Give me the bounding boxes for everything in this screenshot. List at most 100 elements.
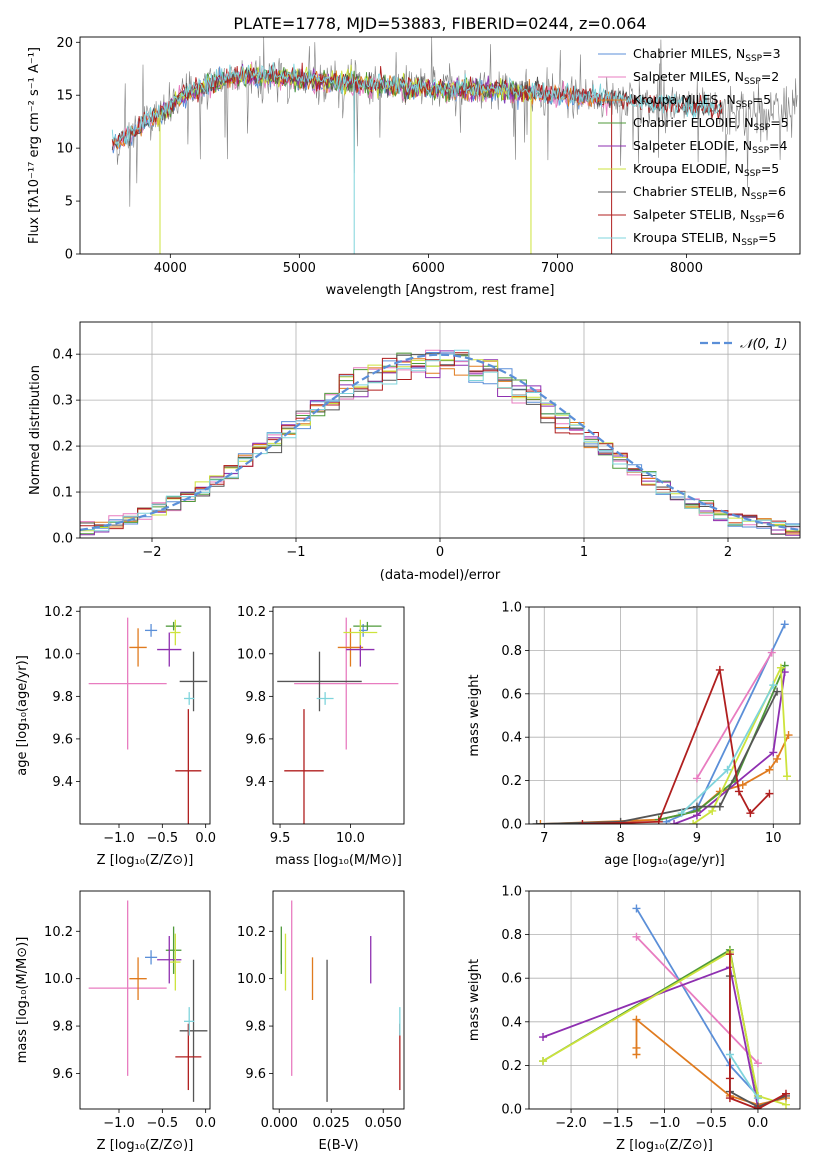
weight-line: [681, 684, 775, 814]
panel-mass_vs_ebv: 0.000 0.025 0.050 9.6 9.8 10.0 10.2 E(B-V): [237, 890, 405, 1153]
weight-marker: [632, 1043, 641, 1052]
y-tick-label: 9.6: [245, 1067, 266, 1082]
legend-label: Salpeter STELIB, NSSP=6: [633, 207, 785, 225]
y-tick-label: 10.2: [44, 925, 73, 940]
weight-marker: [776, 663, 785, 672]
y-tick-label: 0.0: [501, 1103, 522, 1118]
y-tick-label: 0.4: [501, 1015, 522, 1030]
legend-label: Chabrier STELIB, NSSP=6: [633, 184, 786, 202]
weight-line: [696, 652, 773, 779]
y-tick-label: 10.0: [44, 647, 73, 662]
weight-marker: [725, 1094, 734, 1103]
weight-marker: [784, 731, 793, 740]
plot-area: [80, 322, 800, 538]
x-tick-label: 9.5: [270, 831, 291, 846]
x-tick-label: 0.025: [313, 1116, 350, 1131]
data-layer: [277, 617, 399, 824]
x-tick-label: −1: [286, 545, 305, 560]
x-tick-label: 0.0: [195, 831, 216, 846]
x-tick-label: 9: [693, 831, 701, 846]
panel-residuals: −2 −1 0 1 2 0.0 0.1 0.2 0.3 0.4 𝒩(0, 1) (data-model…: [28, 321, 801, 583]
weight-marker: [670, 820, 679, 824]
panel-mass_vs_Z: −1.0 −0.5 0.0 9.6 9.8 10.0 10.2 Z [log₁₀(Z/Z⊙)]…: [15, 890, 216, 1153]
plot-area: [280, 900, 401, 1102]
data-layer: [80, 349, 800, 538]
weight-line: [673, 671, 786, 824]
legend-label: 𝒩(0, 1): [740, 337, 787, 352]
x-tick-label: −1.5: [602, 1116, 634, 1131]
x-tick-label: 0: [436, 545, 444, 560]
plot-area: [88, 900, 208, 1102]
data-layer: [532, 620, 793, 824]
weight-marker: [715, 665, 724, 674]
weight-marker: [632, 1015, 641, 1024]
axes-frame: [272, 890, 405, 1110]
x-tick-label: 0.0: [195, 1116, 216, 1131]
weight-marker: [689, 820, 698, 824]
y-tick-label: 0.2: [501, 1059, 522, 1074]
weight-line: [582, 666, 771, 824]
y-tick-label: 9.4: [245, 775, 266, 790]
y-tick-label: 10.0: [237, 972, 266, 987]
panel-mass_weight_vs_Z: −2.0 −1.5 −1.0 −0.5 0.0 0.0 0.2 0.4 0.6 0.8 1.0 Z […: [467, 885, 801, 1153]
plot-area: [529, 891, 800, 1109]
weight-marker: [578, 820, 587, 824]
panel-age_vs_Z: −1.0 −0.5 0.0 9.4 9.6 9.8 10.0 10.2 Z [log₁₀(Z/Z…: [15, 605, 216, 868]
y-tick-label: 0: [65, 248, 73, 263]
x-tick-label: −2.0: [555, 1116, 587, 1131]
y-tick-label: 9.6: [52, 1067, 73, 1082]
y-tick-label: 0.1: [52, 486, 73, 501]
legend: Chabrier MILES, NSSP=3 Salpeter MILES, NS…: [598, 46, 789, 248]
weight-marker: [616, 817, 625, 824]
legend-label: Salpeter MILES, NSSP=2: [633, 69, 779, 87]
weight-marker: [692, 802, 701, 811]
y-tick-label: 10.2: [237, 925, 266, 940]
weight-marker: [773, 687, 782, 696]
y-tick-label: 0.3: [52, 394, 73, 409]
y-tick-label: 1.0: [501, 601, 522, 616]
y-tick-label: 9.8: [52, 1020, 73, 1035]
weight-marker: [654, 817, 663, 824]
legend-label: Chabrier MILES, NSSP=3: [633, 46, 781, 64]
weight-marker: [632, 904, 641, 913]
weight-marker: [765, 765, 774, 774]
weight-marker: [662, 817, 671, 824]
legend-label: Kroupa MILES, NSSP=5: [633, 92, 771, 110]
y-tick-label: 20: [56, 36, 73, 51]
weight-marker: [769, 681, 778, 690]
axes-frame: [79, 606, 211, 825]
axes-frame: [79, 36, 801, 255]
y-tick-label: 10.0: [237, 647, 266, 662]
x-tick-label: 4000: [154, 261, 187, 276]
weight-marker: [753, 1059, 762, 1068]
weight-marker: [783, 772, 792, 781]
x-tick-label: 10: [765, 831, 782, 846]
model-spectrum-line: [111, 61, 610, 151]
x-tick-label: 1: [580, 545, 588, 560]
legend-label: Kroupa STELIB, NSSP=5: [633, 230, 777, 248]
x-tick-label: 7000: [541, 261, 574, 276]
weight-line: [540, 734, 790, 824]
weight-marker: [780, 668, 789, 677]
x-tick-label: −2: [142, 545, 161, 560]
x-tick-label: −0.5: [147, 831, 179, 846]
x-tick-label: −0.5: [695, 1116, 727, 1131]
panel-age_vs_mass: 9.5 10.0 9.4 9.6 9.8 10.0 10.2 mass [log₁₀(M/M⊙…: [237, 605, 405, 868]
x-tick-label: 8000: [670, 261, 703, 276]
axes-frame: [528, 606, 801, 825]
weight-marker: [539, 1033, 548, 1042]
weight-marker: [725, 1074, 734, 1083]
weight-marker: [692, 774, 701, 783]
weight-marker: [692, 811, 701, 820]
weight-marker: [539, 1057, 548, 1066]
y-tick-label: 9.8: [52, 690, 73, 705]
x-tick-label: 8: [616, 831, 624, 846]
observed-spectrum: [113, 37, 798, 207]
axes-frame: [79, 890, 211, 1110]
weight-line: [692, 667, 788, 824]
weight-marker: [738, 780, 747, 789]
weight-marker: [532, 820, 541, 824]
weight-marker: [780, 620, 789, 629]
weight-marker: [753, 1105, 762, 1109]
